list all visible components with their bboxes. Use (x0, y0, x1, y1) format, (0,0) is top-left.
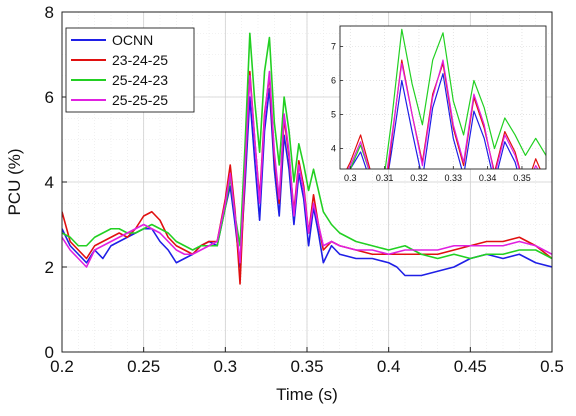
inset-line-25-24-23 (349, 28, 546, 169)
x-tick-label: 0.45 (454, 357, 487, 376)
legend-label: 25-25-25 (112, 92, 168, 108)
inset-x-tick-label: 0.33 (445, 173, 463, 183)
inset-zoom-plot: 0.3 0.31 0.32 0.33 0.34 0.35 4 5 6 7 (331, 25, 547, 183)
y-tick-label: 8 (45, 3, 54, 22)
inset-series-lines (346, 28, 546, 169)
y-tick-label: 2 (45, 258, 54, 277)
x-axis-label: Time (s) (276, 385, 338, 404)
inset-y-tick-label: 4 (331, 144, 336, 154)
inset-x-tick-label: 0.32 (410, 173, 428, 183)
y-axis-label: PCU (%) (5, 148, 24, 215)
series-line-25-24-23 (62, 32, 552, 260)
inset-y-tick-label: 7 (331, 41, 336, 51)
inset-line-ocnn (349, 73, 537, 169)
y-tick-label: 4 (45, 173, 54, 192)
series-line-25-25-25 (62, 70, 552, 268)
x-tick-label: 0.2 (50, 357, 74, 376)
x-tick-label: 0.25 (127, 357, 160, 376)
legend-label: 25-24-23 (112, 72, 168, 88)
inset-frame (339, 25, 547, 170)
legend: OCNN 23-24-25 25-24-23 25-25-25 (65, 27, 195, 113)
y-tick-label: 6 (45, 88, 54, 107)
inset-y-tick-label: 6 (331, 75, 336, 85)
inset-x-tick-label: 0.35 (513, 173, 531, 183)
x-tick-label: 0.4 (377, 357, 401, 376)
inset-line-25-25-25 (347, 59, 539, 169)
legend-box (65, 27, 195, 113)
inset-y-tick-label: 5 (331, 110, 336, 120)
inset-x-tick-label: 0.34 (479, 173, 497, 183)
legend-label: 23-24-25 (112, 52, 168, 68)
y-tick-label: 0 (45, 343, 54, 362)
main-series-lines (62, 32, 552, 285)
legend-label: OCNN (112, 32, 153, 48)
inset-x-tick-label: 0.3 (344, 173, 357, 183)
x-tick-label: 0.5 (540, 357, 564, 376)
inset-x-tick-label: 0.31 (376, 173, 394, 183)
x-tick-label: 0.35 (290, 357, 323, 376)
inset-background (340, 26, 546, 169)
x-tick-label: 0.3 (214, 357, 238, 376)
